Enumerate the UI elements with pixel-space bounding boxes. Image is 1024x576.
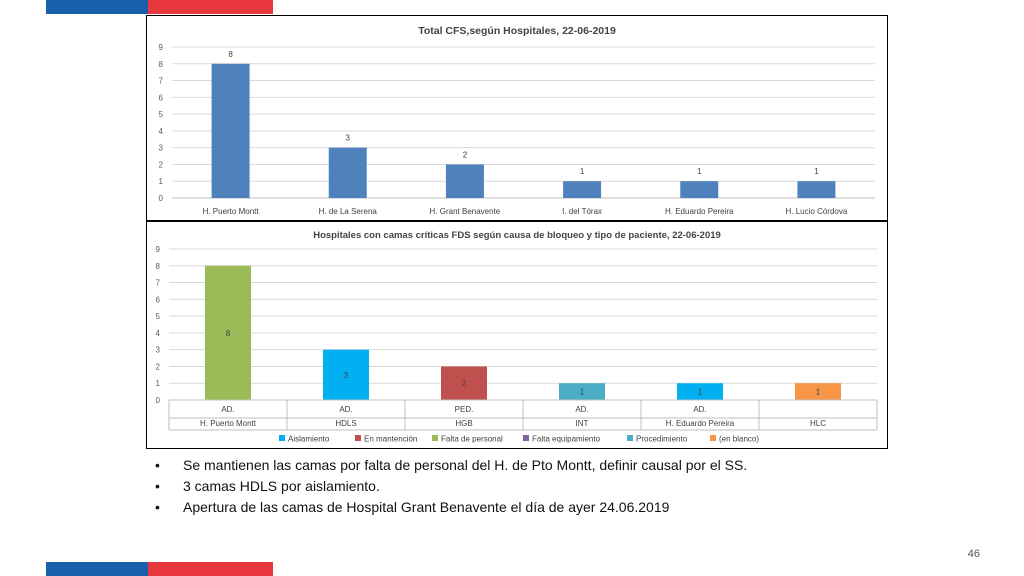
- y-tick-label: 9: [156, 245, 161, 254]
- y-tick-label: 1: [159, 177, 164, 186]
- bullet-item: • Apertura de las camas de Hospital Grant…: [155, 497, 995, 518]
- x-tick-label-type: AD.: [221, 405, 234, 414]
- x-tick-label: H. Lucio Córdova: [786, 207, 848, 216]
- y-tick-label: 2: [159, 160, 164, 169]
- y-tick-label: 4: [159, 127, 164, 136]
- y-tick-label: 3: [159, 144, 164, 153]
- x-tick-label: I. del Tórax: [562, 207, 602, 216]
- bar: [559, 383, 605, 400]
- y-tick-label: 5: [156, 312, 161, 321]
- y-tick-label: 7: [159, 77, 164, 86]
- data-label: 1: [580, 388, 585, 397]
- bar: [323, 349, 369, 400]
- y-tick-label: 6: [156, 295, 161, 304]
- bullet-item: • 3 camas HDLS por aislamiento.: [155, 476, 995, 497]
- y-tick-label: 8: [159, 60, 164, 69]
- legend-swatch: [523, 435, 529, 441]
- legend-label: En mantención: [364, 435, 417, 444]
- top-stripe-red: [148, 0, 273, 14]
- y-tick-label: 6: [159, 93, 164, 102]
- data-label: 1: [814, 167, 819, 176]
- data-label: 1: [697, 167, 702, 176]
- data-label: 1: [580, 167, 585, 176]
- y-tick-label: 9: [159, 43, 164, 52]
- legend-swatch: [627, 435, 633, 441]
- chart-title: Hospitales con camas críticas FDS según …: [313, 230, 721, 241]
- chart-title: Total CFS,según Hospitales, 22-06-2019: [418, 25, 616, 37]
- x-tick-label-type: AD.: [575, 405, 588, 414]
- bottom-stripe-red: [148, 562, 273, 576]
- y-tick-label: 3: [156, 346, 161, 355]
- x-tick-label: H. Grant Benavente: [430, 207, 501, 216]
- y-tick-label: 0: [156, 396, 161, 405]
- y-tick-label: 8: [156, 262, 161, 271]
- chart-camas-criticas: Hospitales con camas críticas FDS según …: [146, 221, 888, 449]
- bar: [445, 164, 484, 198]
- y-tick-label: 1: [156, 379, 161, 388]
- bar: [211, 63, 250, 199]
- y-tick-label: 2: [156, 362, 161, 371]
- x-tick-label-hospital: INT: [576, 419, 589, 428]
- legend-swatch: [710, 435, 716, 441]
- data-label: 8: [226, 329, 231, 338]
- x-tick-label-type: AD.: [693, 405, 706, 414]
- x-tick-label-hospital: H. Puerto Montt: [200, 419, 257, 428]
- data-label: 8: [228, 50, 233, 59]
- bar: [680, 181, 719, 198]
- x-tick-label: H. de La Serena: [319, 207, 378, 216]
- x-tick-label-hospital: H. Eduardo Pereira: [666, 419, 735, 428]
- x-tick-label-type: AD.: [339, 405, 352, 414]
- x-tick-label: H. Puerto Montt: [203, 207, 260, 216]
- bullet-dot: •: [155, 457, 160, 473]
- x-tick-label-hospital: HGB: [455, 419, 472, 428]
- legend-label: Aislamiento: [288, 435, 330, 444]
- x-tick-label-hospital: HDLS: [335, 419, 356, 428]
- y-tick-label: 0: [159, 194, 164, 203]
- bar: [795, 383, 841, 400]
- data-label: 1: [698, 388, 703, 397]
- data-label: 2: [463, 150, 468, 159]
- chart-camas-criticas-svg: Hospitales con camas críticas FDS según …: [156, 230, 878, 444]
- data-label: 1: [816, 388, 821, 397]
- bar: [563, 181, 602, 198]
- legend-swatch: [355, 435, 361, 441]
- legend-label: Procedimiento: [636, 435, 688, 444]
- legend-swatch: [432, 435, 438, 441]
- bullet-item: • Se mantienen las camas por falta de per…: [155, 455, 995, 476]
- chart-total-cfs-svg: Total CFS,según Hospitales, 22-06-2019 0…: [159, 25, 875, 216]
- bullet-dot: •: [155, 478, 160, 494]
- bar: [677, 383, 723, 400]
- y-tick-label: 4: [156, 329, 161, 338]
- bullet-dot: •: [155, 499, 160, 515]
- legend-label: (en blanco): [719, 435, 759, 444]
- y-tick-label: 5: [159, 110, 164, 119]
- bar: [328, 147, 367, 198]
- x-tick-label-hospital: HLC: [810, 419, 826, 428]
- bar: [797, 181, 836, 198]
- bottom-stripe-blue: [46, 562, 148, 576]
- bar: [205, 265, 251, 400]
- page-number: 46: [967, 548, 980, 560]
- bar: [441, 366, 487, 400]
- legend-label: Falta equipamiento: [532, 435, 601, 444]
- x-tick-label: H. Eduardo Pereira: [665, 207, 734, 216]
- x-tick-label-type: PED.: [455, 405, 474, 414]
- bullet-list: • Se mantienen las camas por falta de per…: [155, 455, 995, 518]
- data-label: 3: [346, 134, 351, 143]
- data-label: 3: [344, 371, 349, 380]
- y-tick-label: 7: [156, 279, 161, 288]
- legend-swatch: [279, 435, 285, 441]
- chart-total-cfs: Total CFS,según Hospitales, 22-06-2019 0…: [146, 15, 888, 221]
- legend-label: Falta de personal: [441, 435, 503, 444]
- data-label: 2: [462, 379, 467, 388]
- top-stripe-blue: [46, 0, 148, 14]
